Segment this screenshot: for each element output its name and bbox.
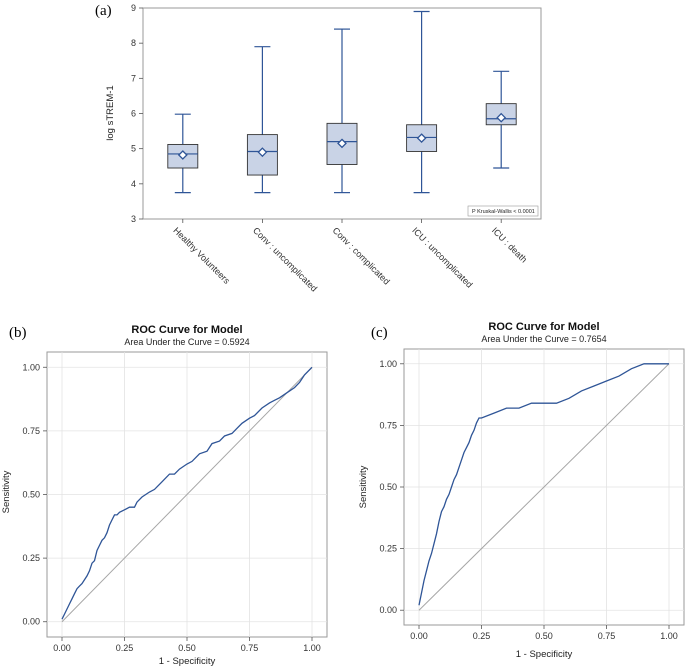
panel-c-x-tick-label: 0.75	[598, 631, 616, 641]
box-3	[326, 28, 358, 194]
box-5	[485, 70, 517, 169]
panel-b-subtitle: Area Under the Curve = 0.5924	[124, 337, 249, 347]
panel-a-y-tick-label: 5	[131, 144, 136, 154]
mean-marker	[496, 112, 507, 123]
panel-c-x-tick-label: 0.00	[410, 631, 428, 641]
panel-b-grid	[47, 352, 327, 637]
panel-a-boxes	[167, 10, 517, 194]
panel-c-title: ROC Curve for Model	[488, 321, 599, 333]
panel-a-y-tick-label: 8	[131, 38, 136, 48]
panel-c-y-tick-label: 0.50	[379, 482, 397, 492]
panel-b-label: (b)	[9, 325, 27, 341]
panel-c-x-tick-label: 0.25	[473, 631, 491, 641]
panel-b-y-axis-label: Sensitivity	[1, 470, 12, 513]
panel-b-roc-curve	[61, 366, 313, 620]
panel-c-ticks: 0.00 0.25 0.50 0.75 1.00 0.00 0.25 0.50 0.75 1.00	[379, 359, 677, 641]
panel-a-x-tick-label: Healthy Volunteers	[171, 225, 232, 286]
panel-b-y-tick-label: 0.25	[22, 553, 40, 563]
panel-c-y-tick-label: 0.75	[379, 420, 397, 430]
box-2	[246, 46, 278, 194]
panel-c-y-tick-label: 0.25	[379, 544, 397, 554]
panel-c-y-tick-label: 1.00	[379, 359, 397, 369]
panel-c-x-tick-label: 0.50	[535, 631, 553, 641]
panel-a-x-labels: Healthy Volunteers Conv : uncomplicated Co…	[171, 219, 529, 294]
mean-marker	[177, 150, 188, 160]
panel-c-y-axis-label: Sensitivity	[358, 465, 369, 508]
panel-a-y-tick-label: 6	[131, 109, 136, 119]
panel-a-label: (a)	[95, 3, 112, 19]
panel-b-y-tick-label: 0.50	[22, 490, 40, 500]
panel-a-boxplot: (a) 3 4 5 6 7 8 9 Healthy Volunteers Conv : unc…	[95, 3, 542, 294]
panel-a-y-tick-label: 7	[131, 73, 136, 83]
panel-a-y-tick-label: 4	[131, 179, 136, 189]
box-1	[167, 113, 199, 194]
panel-c-roc-curve	[418, 363, 669, 606]
panel-a-y-tick-label: 9	[131, 3, 136, 13]
panel-c-y-tick-label: 0.00	[379, 605, 397, 615]
panel-c-x-axis-label: 1 - Specificity	[516, 649, 573, 660]
panel-c-reference-line	[418, 363, 670, 611]
panel-b-reference-line	[61, 366, 313, 623]
panel-b-y-tick-label: 0.00	[22, 617, 40, 627]
panel-b-roc: (b) ROC Curve for Model Area Under the C…	[1, 324, 328, 667]
panel-b-x-tick-label: 0.50	[178, 643, 196, 653]
panel-b-x-tick-label: 0.00	[53, 643, 71, 653]
panel-c-label: (c)	[371, 325, 388, 341]
panel-a-x-tick-label: ICU : uncomplicated	[410, 225, 474, 289]
panel-b-x-tick-label: 0.25	[116, 643, 134, 653]
panel-b-title: ROC Curve for Model	[131, 324, 242, 336]
kruskal-wallis-annotation: P Kruskal-Wallis < 0.0001	[472, 209, 535, 215]
kruskal-wallis-box	[467, 205, 539, 217]
panel-a-y-tick-label: 3	[131, 214, 136, 224]
panel-a-x-tick-label: Conv : uncomplicated	[251, 225, 319, 293]
panel-b-x-axis-label: 1 - Specificity	[159, 656, 216, 667]
panel-b-x-tick-label: 0.75	[241, 643, 259, 653]
mean-marker	[416, 133, 427, 144]
panel-b-x-tick-label: 1.00	[303, 643, 321, 653]
panel-a-x-tick-label: ICU : death	[490, 225, 529, 264]
panel-a-y-axis-label: log sTREM-1	[105, 85, 116, 140]
panel-c-x-tick-label: 1.00	[660, 631, 678, 641]
mean-marker	[257, 147, 268, 158]
mean-marker	[337, 138, 347, 149]
panel-c-subtitle: Area Under the Curve = 0.7654	[481, 334, 606, 344]
panel-b-ticks: 0.00 0.25 0.50 0.75 1.00 0.00 0.25 0.50 0.75 1.00	[22, 362, 320, 653]
panel-b-y-tick-label: 1.00	[22, 362, 40, 372]
panel-b-y-tick-label: 0.75	[22, 426, 40, 436]
panel-a-y-ticks: 3 4 5 6 7 8 9	[131, 3, 143, 224]
box-4	[406, 10, 438, 194]
panel-c-roc: (c) ROC Curve for Model Area Under the C…	[358, 321, 685, 660]
panel-a-x-tick-label: Conv : complicated	[331, 225, 392, 286]
